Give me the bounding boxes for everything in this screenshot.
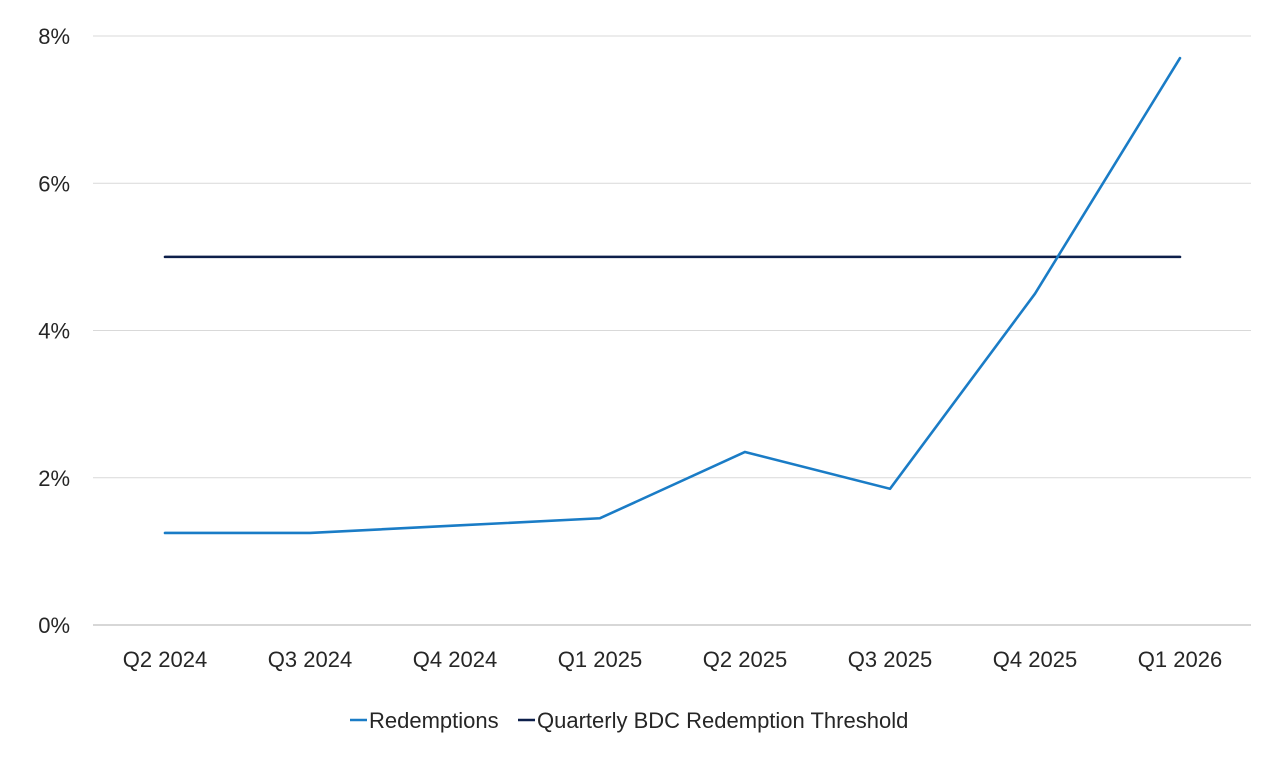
y-tick-label: 4% bbox=[38, 319, 70, 344]
x-tick-label: Q4 2025 bbox=[993, 647, 1077, 672]
x-tick-label: Q2 2024 bbox=[123, 647, 207, 672]
legend: Redemptions Quarterly BDC Redemption Thre… bbox=[350, 708, 908, 733]
x-tick-label: Q2 2025 bbox=[703, 647, 787, 672]
x-tick-label: Q3 2024 bbox=[268, 647, 352, 672]
x-tick-label: Q1 2025 bbox=[558, 647, 642, 672]
redemptions-line bbox=[163, 56, 1182, 535]
y-tick-label: 8% bbox=[38, 24, 70, 49]
legend-label: Redemptions bbox=[369, 708, 499, 733]
x-tick-label: Q1 2026 bbox=[1138, 647, 1222, 672]
gridlines bbox=[93, 35, 1251, 479]
x-tick-label: Q3 2025 bbox=[848, 647, 932, 672]
series-lines bbox=[163, 56, 1182, 535]
x-tick-label: Q4 2024 bbox=[413, 647, 497, 672]
y-tick-label: 2% bbox=[38, 466, 70, 491]
y-tick-label: 0% bbox=[38, 613, 70, 638]
y-tick-label: 6% bbox=[38, 171, 70, 196]
x-axis-tick-labels: Q2 2024 Q3 2024 Q4 2024 Q1 2025 Q2 2025 Q3 20… bbox=[123, 647, 1222, 672]
legend-label: Quarterly BDC Redemption Threshold bbox=[537, 708, 908, 733]
y-axis-tick-labels: 0% 2% 4% 6% 8% bbox=[38, 24, 70, 638]
